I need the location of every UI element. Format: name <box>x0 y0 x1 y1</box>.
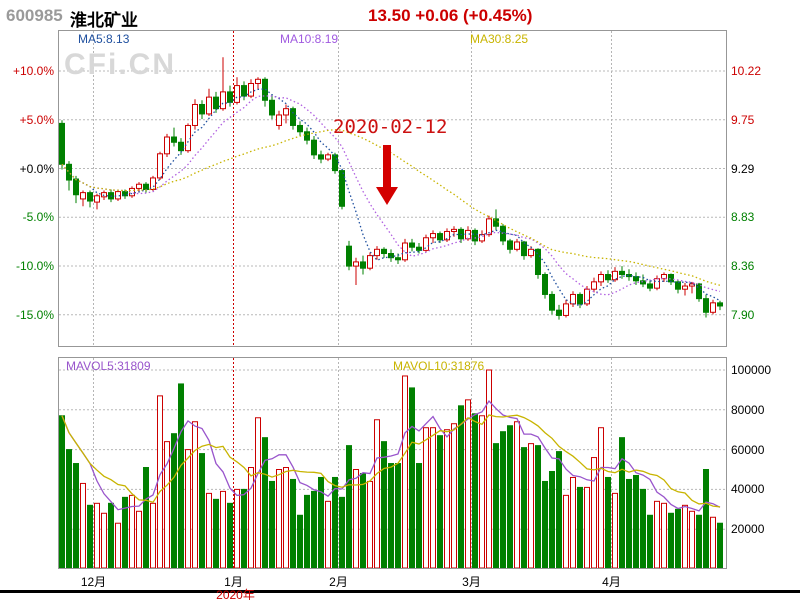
price-right-axis-label: 8.36 <box>731 259 755 273</box>
price-right-axis-label: 9.29 <box>731 161 755 176</box>
month-label: 2月 <box>329 575 348 589</box>
volume-right-axis-label: 80000 <box>731 402 765 417</box>
watermark-logo: CFi.CN <box>64 48 176 81</box>
ma-label: MA5:8.13 <box>78 32 130 46</box>
price-left-axis-label: +10.0% <box>12 64 54 78</box>
volume-chart-panel[interactable] <box>58 357 727 569</box>
volume-right-axis-label: 100000 <box>731 363 772 377</box>
ma-label: MA30:8.25 <box>470 32 529 46</box>
month-label: 4月 <box>602 575 621 589</box>
month-label: 12月 <box>80 575 107 589</box>
price-right-axis-label: 10.22 <box>731 64 762 78</box>
price-right-axis-label: 9.75 <box>731 112 755 127</box>
stock-quote: 13.50 +0.06 (+0.45%) <box>368 6 533 25</box>
mavol-label: MAVOL5:31809 <box>66 359 151 373</box>
price-left-axis-label: -10.0% <box>15 259 54 273</box>
price-right-axis-label: 7.90 <box>731 307 755 322</box>
price-left-axis-label: +0.0% <box>19 161 54 176</box>
annotation-date-label: 2020-02-12 <box>333 116 448 138</box>
price-left-axis-label: -15.0% <box>15 307 54 322</box>
year-label: 2020年 <box>216 588 255 600</box>
month-label: 1月 <box>224 575 243 589</box>
ma-label: MA10:8.19 <box>280 32 339 46</box>
price-chart-panel[interactable] <box>58 30 727 347</box>
price-right-axis-label: 8.83 <box>731 210 755 225</box>
price-left-axis-label: +5.0% <box>19 112 54 127</box>
volume-right-axis-label: 60000 <box>731 442 765 457</box>
bottom-divider-line <box>0 590 800 593</box>
volume-right-axis-label: 40000 <box>731 482 765 497</box>
price-chart-svg <box>59 31 726 346</box>
stock-code: 600985 <box>6 6 63 25</box>
price-left-axis-label: -5.0% <box>22 210 54 225</box>
month-label: 3月 <box>462 575 481 589</box>
volume-right-axis-label: 20000 <box>731 522 765 537</box>
stock-name: 淮北矿业 <box>70 11 138 30</box>
mavol-label: MAVOL10:31876 <box>393 359 485 373</box>
volume-chart-svg <box>59 358 726 568</box>
down-arrow-icon <box>376 145 398 205</box>
